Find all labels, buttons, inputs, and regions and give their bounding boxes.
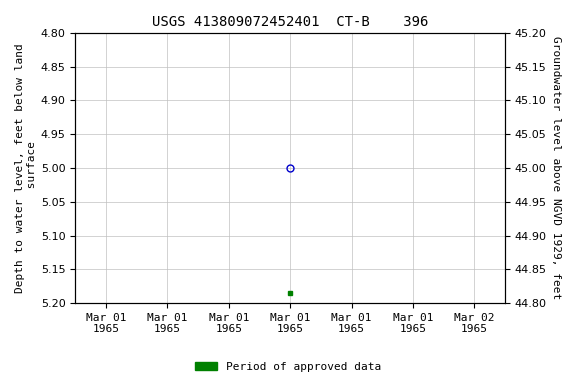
Title: USGS 413809072452401  CT-B    396: USGS 413809072452401 CT-B 396 xyxy=(152,15,429,29)
Legend: Period of approved data: Period of approved data xyxy=(191,358,385,377)
Y-axis label: Groundwater level above NGVD 1929, feet: Groundwater level above NGVD 1929, feet xyxy=(551,36,561,300)
Y-axis label: Depth to water level, feet below land
 surface: Depth to water level, feet below land su… xyxy=(15,43,37,293)
